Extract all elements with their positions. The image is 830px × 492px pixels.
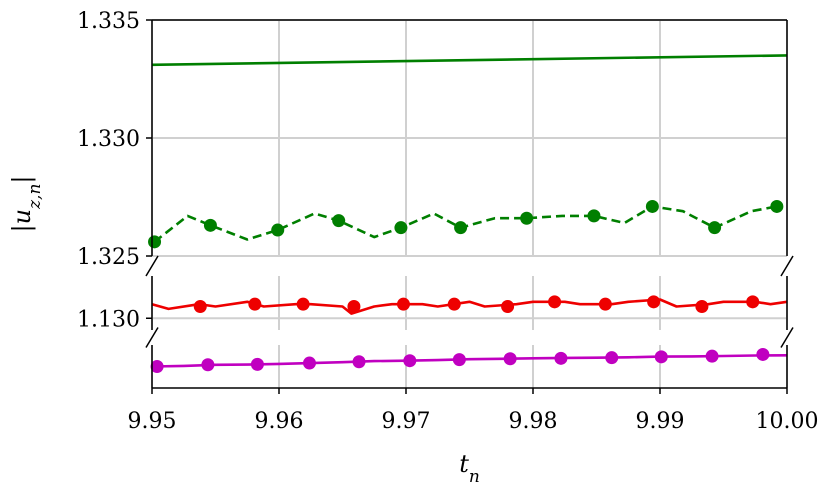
series-point: [695, 300, 709, 314]
series-point: [554, 351, 568, 365]
axis-break-mark: [145, 327, 159, 348]
series-point: [770, 199, 784, 213]
series-point: [302, 356, 316, 370]
series-point: [520, 211, 534, 225]
series-point: [248, 297, 262, 311]
series-point: [708, 221, 722, 235]
x-tick-label: 9.97: [382, 409, 431, 434]
series-point: [332, 214, 346, 228]
series-point: [503, 352, 517, 366]
axis-break-mark: [145, 255, 159, 277]
grid: [151, 19, 788, 388]
series-point: [203, 218, 217, 232]
series-point: [148, 235, 162, 249]
y-tick-label: 1.330: [77, 127, 140, 152]
x-tick-label: 9.98: [509, 409, 558, 434]
series-point: [396, 297, 410, 311]
x-tick-label: 9.96: [255, 409, 304, 434]
series-point: [746, 295, 760, 309]
series-line: [151, 54, 788, 67]
x-tick-label: 9.95: [128, 409, 177, 434]
x-axis-label: tn: [459, 450, 480, 487]
series-point: [347, 300, 361, 314]
axis-break-mark: [780, 327, 794, 348]
y-tick-label: 1.130: [77, 307, 140, 332]
series-point: [193, 300, 207, 314]
series-line: [151, 354, 788, 368]
series-point: [296, 297, 310, 311]
series-point: [756, 347, 770, 361]
series-point: [403, 354, 417, 368]
axis-break-mark: [780, 255, 794, 277]
series-point: [605, 351, 619, 365]
series-point: [201, 358, 215, 372]
series-point: [647, 295, 661, 309]
y-tick-label: 1.325: [77, 245, 140, 270]
y-tick-label: 1.335: [77, 9, 140, 34]
x-tick-label: 9.99: [636, 409, 685, 434]
series-layer: [148, 54, 788, 373]
y-axis-label: |uz,n|: [8, 176, 45, 233]
series-point: [394, 221, 408, 235]
series-point: [705, 349, 719, 363]
series-point: [501, 300, 515, 314]
series-point: [548, 295, 562, 309]
axes: [145, 19, 794, 394]
x-tick-label: 10.00: [756, 409, 819, 434]
series-point: [250, 357, 264, 371]
series-point: [452, 353, 466, 367]
series-point: [447, 297, 461, 311]
series-point: [598, 297, 612, 311]
series-point: [587, 209, 601, 223]
series-point: [271, 223, 285, 237]
series-point: [454, 221, 468, 235]
series-line: [151, 298, 788, 315]
series-point: [645, 199, 659, 213]
series-point: [654, 350, 668, 364]
series-point: [150, 360, 164, 373]
series-point: [352, 355, 366, 369]
tick-labels: 9.95 9.96 9.97 9.98 9.99 10.00 1.325 1.330 1.335…: [77, 9, 818, 434]
